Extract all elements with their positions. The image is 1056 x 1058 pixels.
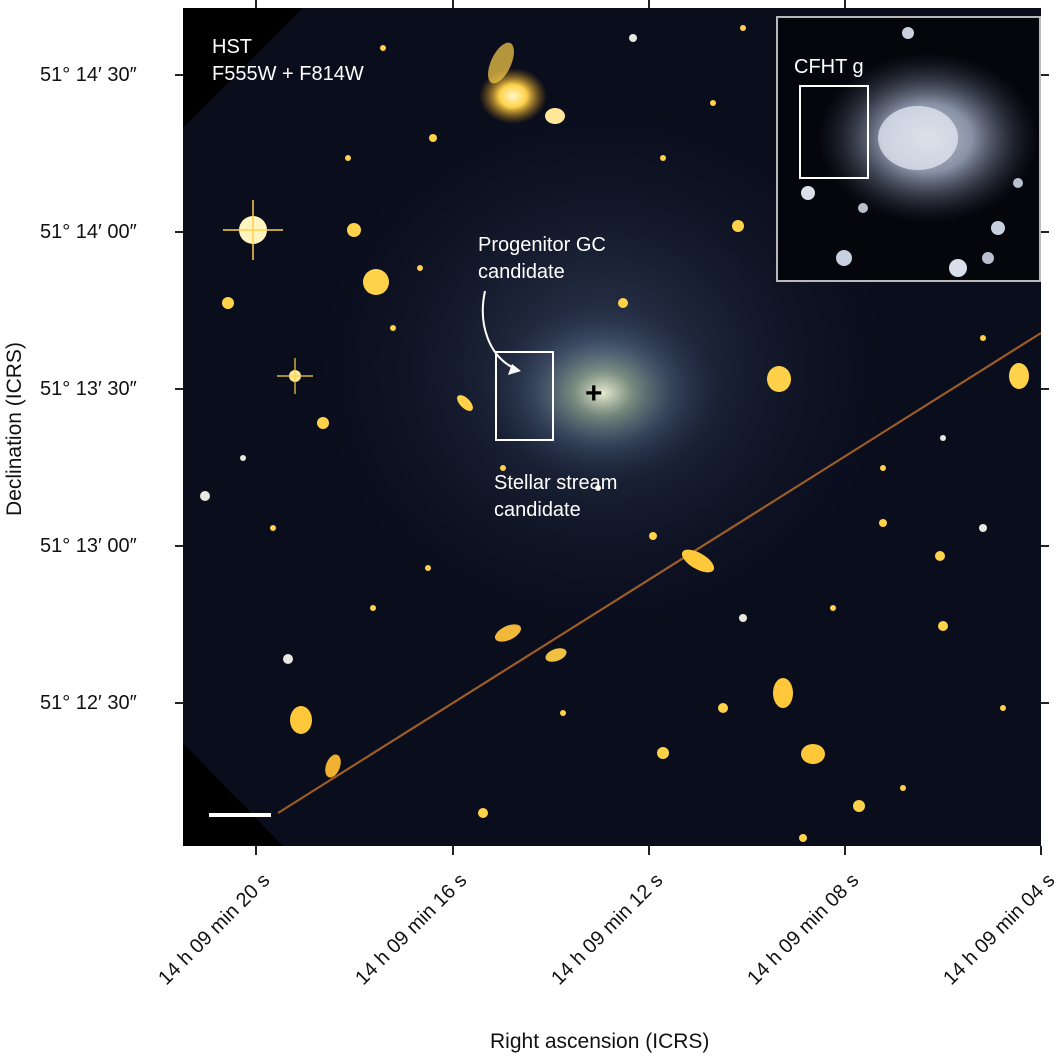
x-tick-top [844, 0, 846, 8]
y-tick-right [1041, 702, 1049, 704]
stream-annotation-line2: candidate [494, 499, 581, 521]
x-tick-label: 14 h 09 min 12 s [547, 869, 668, 990]
y-tick [175, 545, 183, 547]
x-tick [844, 846, 846, 855]
x-tick-label: 14 h 09 min 16 s [351, 869, 472, 990]
bright-star-1 [223, 200, 283, 260]
y-tick [175, 74, 183, 76]
y-tick [175, 702, 183, 704]
y-tick-right [1041, 231, 1049, 233]
y-tick-label: 51° 12′ 30″ [40, 692, 137, 714]
progenitor-box [495, 351, 554, 441]
y-tick-right [1041, 74, 1049, 76]
x-tick-label: 14 h 09 min 04 s [939, 869, 1056, 990]
panel-label-line2: F555W + F814W [212, 63, 364, 85]
x-tick-top [648, 0, 650, 8]
x-tick [452, 846, 454, 855]
x-tick [255, 846, 257, 855]
y-tick-label: 51° 14′ 00″ [40, 221, 137, 243]
progenitor-annotation-line2: candidate [478, 261, 565, 283]
inset-box [799, 85, 869, 179]
x-tick-top [452, 0, 454, 8]
center-marker: + [585, 377, 603, 410]
y-tick-label: 51° 14′ 30″ [40, 64, 137, 86]
x-axis-title: Right ascension (ICRS) [490, 1030, 710, 1053]
inset-label: CFHT g [794, 56, 864, 78]
y-tick [175, 231, 183, 233]
annotation-arrow [481, 290, 519, 371]
y-tick [175, 388, 183, 390]
x-tick-top [255, 0, 257, 8]
x-tick-label: 14 h 09 min 08 s [743, 869, 864, 990]
y-tick-right [1041, 545, 1049, 547]
y-tick-label: 51° 13′ 00″ [40, 535, 137, 557]
x-tick-label: 14 h 09 min 20 s [154, 869, 275, 990]
x-tick [1040, 846, 1042, 855]
y-tick-right [1041, 388, 1049, 390]
x-tick [648, 846, 650, 855]
y-tick-label: 51° 13′ 30″ [40, 378, 137, 400]
panel-label-line1: HST [212, 36, 252, 58]
stream-annotation-line1: Stellar stream [494, 472, 618, 494]
scale-bar [209, 813, 271, 817]
y-axis-title: Declination (ICRS) [3, 342, 26, 516]
cfht-inset: CFHT g [776, 16, 1041, 282]
progenitor-annotation-line1: Progenitor GC [478, 234, 606, 256]
cfht-inset-image [778, 18, 1039, 280]
